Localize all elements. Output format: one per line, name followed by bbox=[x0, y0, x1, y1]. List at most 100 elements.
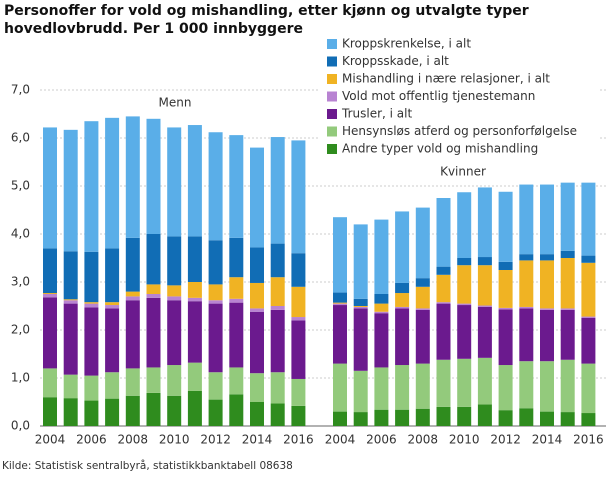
bar-segment bbox=[146, 118, 161, 234]
bar-segment bbox=[581, 316, 596, 318]
bar-segment bbox=[415, 207, 430, 279]
bar-segment bbox=[560, 258, 575, 309]
bar-segment bbox=[477, 305, 492, 307]
bar-segment bbox=[84, 400, 99, 426]
bar-segment bbox=[353, 306, 368, 307]
bar-segment bbox=[477, 404, 492, 426]
bar-segment bbox=[333, 217, 347, 293]
x-tick-label: 2014 bbox=[242, 433, 273, 447]
bar-segment bbox=[167, 300, 182, 366]
bar-segment bbox=[540, 260, 554, 309]
y-tick-label: 2,0 bbox=[11, 323, 30, 337]
bar-segment bbox=[436, 302, 451, 304]
bar-segment bbox=[436, 198, 451, 267]
bar-segment bbox=[395, 409, 410, 426]
bar-segment bbox=[167, 365, 182, 396]
bar-segment bbox=[519, 308, 534, 362]
bar-segment bbox=[187, 236, 202, 282]
x-tick-label: 2016 bbox=[573, 433, 604, 447]
bar-segment bbox=[560, 412, 575, 426]
bar-segment bbox=[457, 265, 472, 304]
bar-segment bbox=[63, 374, 78, 399]
bar-segment bbox=[125, 395, 140, 426]
legend-swatch bbox=[327, 126, 337, 137]
bar-segment bbox=[84, 302, 99, 304]
x-tick-label: 2006 bbox=[76, 433, 107, 447]
bar-segment bbox=[146, 294, 161, 298]
bar-segment bbox=[581, 182, 596, 256]
bar-segment bbox=[477, 306, 492, 358]
bar-segment bbox=[519, 306, 534, 309]
bar-segment bbox=[84, 251, 99, 303]
bar-segment bbox=[84, 121, 99, 252]
bar-segment bbox=[63, 129, 78, 252]
bar-segment bbox=[84, 303, 99, 308]
bar-segment bbox=[167, 296, 182, 301]
bar-segment bbox=[125, 368, 140, 396]
y-tick-label: 0,0 bbox=[11, 419, 30, 433]
bar-segment bbox=[540, 411, 554, 426]
bar-segment bbox=[208, 284, 223, 301]
legend-label: Kroppsskade, i alt bbox=[342, 54, 449, 68]
x-tick-label: 2010 bbox=[159, 433, 190, 447]
x-tick-label: 2004 bbox=[325, 433, 356, 447]
bar-segment bbox=[229, 394, 244, 426]
bar-segment bbox=[105, 372, 120, 399]
bar-segment bbox=[519, 260, 534, 307]
legend-label: Kroppskrenkelse, i alt bbox=[342, 37, 471, 51]
bar-segment bbox=[560, 182, 575, 251]
bar-segment bbox=[229, 135, 244, 238]
bar-segment bbox=[208, 399, 223, 426]
source: Kilde: Statistisk sentralbyrå, statistik… bbox=[2, 459, 293, 472]
bar-segment bbox=[374, 367, 389, 410]
bar-segment bbox=[395, 365, 410, 410]
bar-segment bbox=[540, 254, 554, 261]
bar-segment bbox=[415, 309, 430, 364]
bar-segment bbox=[229, 367, 244, 395]
bar-segment bbox=[498, 365, 513, 411]
x-tick-label: 2006 bbox=[366, 433, 397, 447]
bar-segment bbox=[498, 191, 513, 262]
x-tick-label: 2010 bbox=[449, 433, 480, 447]
bar-segment bbox=[63, 299, 78, 301]
bar-segment bbox=[415, 278, 430, 287]
y-tick-label: 3,0 bbox=[11, 275, 30, 289]
y-tick-label: 1,0 bbox=[11, 371, 30, 385]
bar-segment bbox=[43, 368, 57, 398]
bar-segment bbox=[436, 406, 451, 426]
bar-segment bbox=[187, 125, 202, 237]
bar-segment bbox=[105, 117, 120, 249]
bar-segment bbox=[250, 308, 264, 312]
bar-segment bbox=[250, 147, 264, 248]
bar-segment bbox=[43, 294, 57, 298]
bar-segment bbox=[395, 293, 410, 307]
y-tick-label: 4,0 bbox=[11, 227, 30, 241]
legend-label: Mishandling i nære relasjoner, i alt bbox=[342, 72, 550, 86]
bar-segment bbox=[581, 318, 596, 364]
bar-segment bbox=[270, 306, 285, 310]
bar-segment bbox=[498, 309, 513, 366]
bar-segment bbox=[229, 237, 244, 278]
bar-segment bbox=[167, 127, 182, 237]
bar-segment bbox=[333, 363, 347, 412]
bar-segment bbox=[457, 258, 472, 266]
y-tick-label: 7,0 bbox=[11, 83, 30, 97]
bar-segment bbox=[540, 309, 554, 362]
panel-label: Menn bbox=[159, 96, 192, 110]
bar-segment bbox=[498, 410, 513, 426]
bar-segment bbox=[291, 320, 306, 379]
bar-segment bbox=[477, 357, 492, 405]
bar-segment bbox=[250, 311, 264, 374]
bar-segment bbox=[560, 308, 575, 310]
bar-segment bbox=[270, 403, 285, 426]
x-tick-label: 2012 bbox=[490, 433, 521, 447]
bar-segment bbox=[250, 247, 264, 283]
bar-segment bbox=[374, 313, 389, 368]
bar-segment bbox=[105, 248, 120, 303]
bar-segment bbox=[84, 307, 99, 376]
x-tick-label: 2004 bbox=[35, 433, 66, 447]
bar-segment bbox=[333, 411, 347, 426]
bar-segment bbox=[581, 262, 596, 317]
bar-segment bbox=[581, 413, 596, 426]
